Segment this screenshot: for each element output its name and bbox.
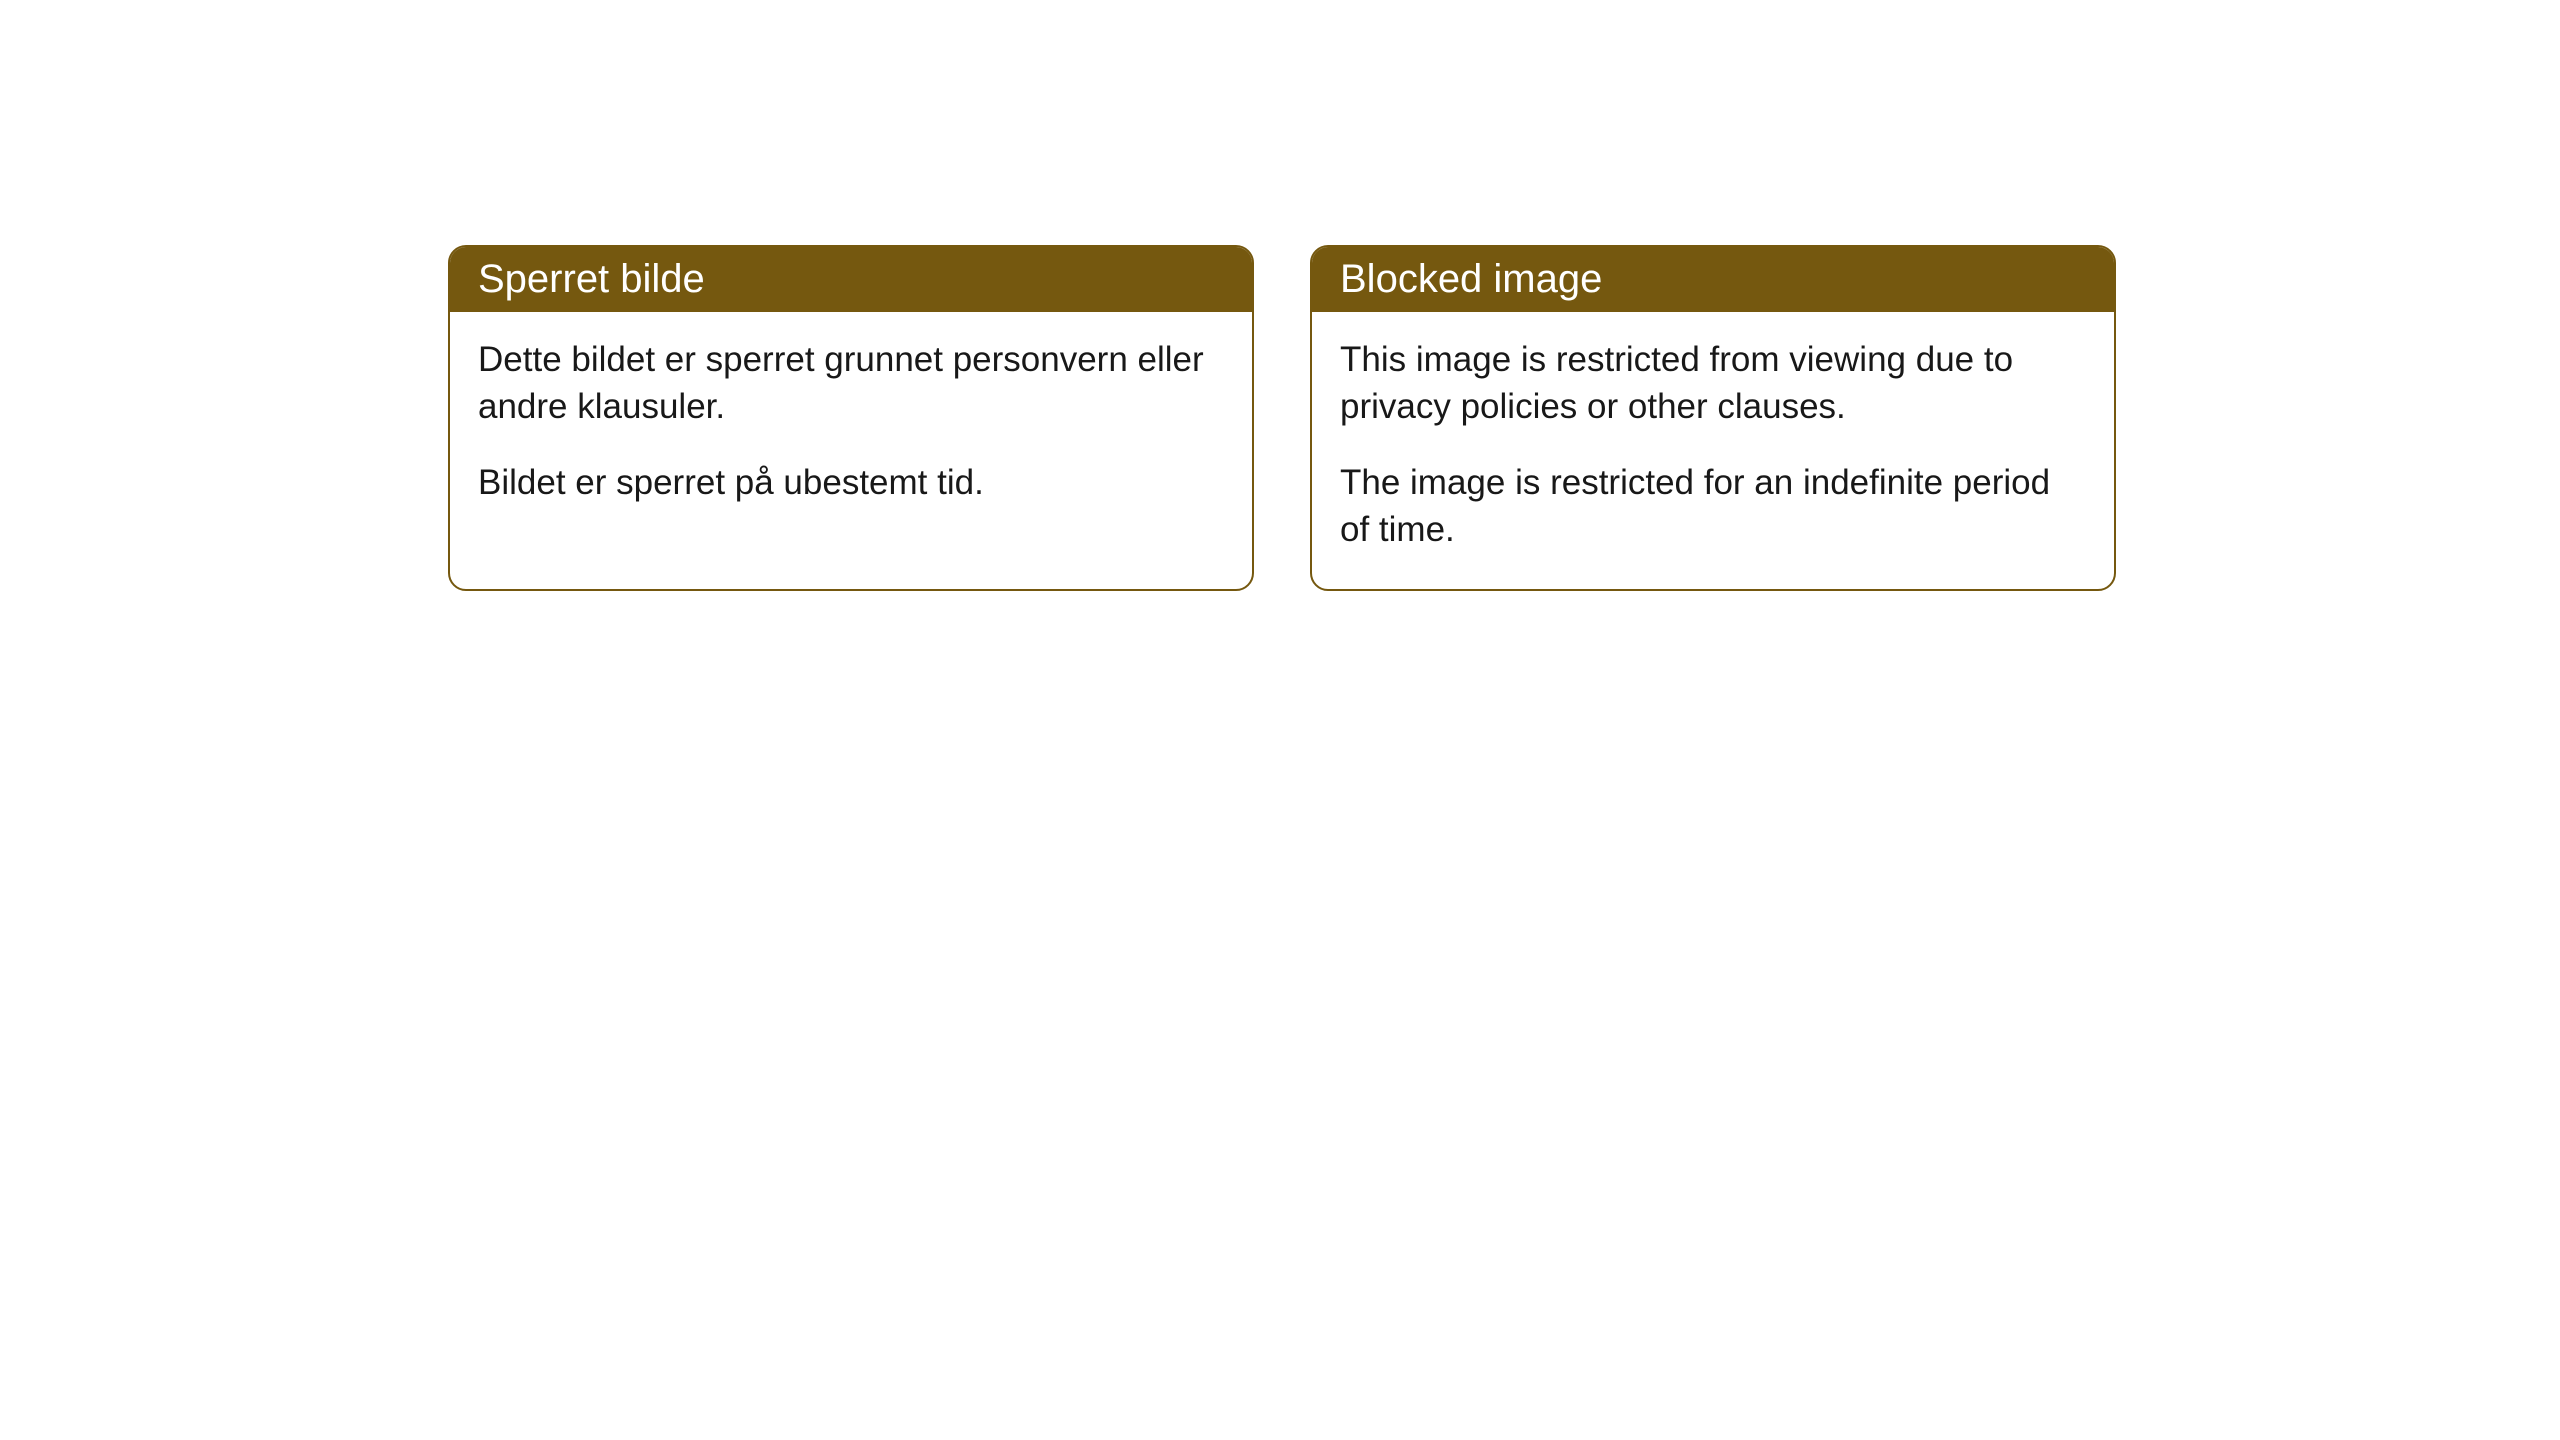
cards-container: Sperret bilde Dette bildet er sperret gr…: [448, 245, 2560, 591]
card-body-en: This image is restricted from viewing du…: [1312, 312, 2114, 589]
blocked-image-card-no: Sperret bilde Dette bildet er sperret gr…: [448, 245, 1254, 591]
card-body-no: Dette bildet er sperret grunnet personve…: [450, 312, 1252, 542]
card-header-no: Sperret bilde: [450, 247, 1252, 312]
card-header-en: Blocked image: [1312, 247, 2114, 312]
card-para2-en: The image is restricted for an indefinit…: [1340, 459, 2086, 554]
card-para2-no: Bildet er sperret på ubestemt tid.: [478, 459, 1224, 506]
card-para1-en: This image is restricted from viewing du…: [1340, 336, 2086, 431]
card-para1-no: Dette bildet er sperret grunnet personve…: [478, 336, 1224, 431]
blocked-image-card-en: Blocked image This image is restricted f…: [1310, 245, 2116, 591]
